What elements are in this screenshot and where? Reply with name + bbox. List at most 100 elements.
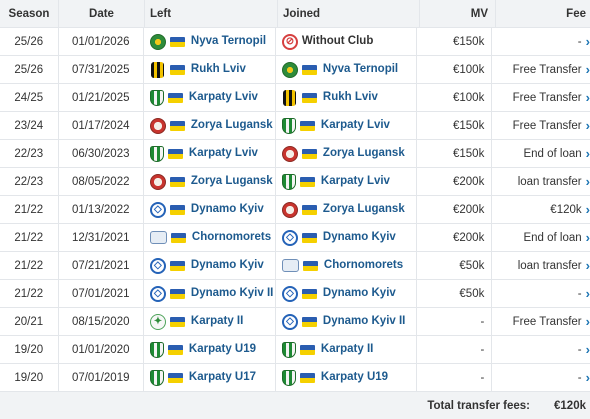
left-club-name[interactable]: Karpaty Lviv bbox=[188, 147, 258, 160]
market-value-cell: - bbox=[417, 364, 493, 391]
chevron-right-icon[interactable]: › bbox=[585, 62, 590, 77]
date-cell: 08/05/2022 bbox=[59, 168, 144, 195]
left-club-name[interactable]: Karpaty U19 bbox=[188, 343, 257, 356]
rukh-crest-icon[interactable] bbox=[282, 89, 296, 106]
row-detail-button[interactable]: › bbox=[586, 308, 590, 335]
left-club-name[interactable]: Karpaty Lviv bbox=[188, 91, 258, 104]
dynamo-crest-icon[interactable]: ◇ bbox=[149, 201, 166, 218]
joined-club-name[interactable]: Zorya Lugansk bbox=[322, 203, 405, 216]
karpaty-crest-icon[interactable] bbox=[281, 369, 296, 386]
left-club-name[interactable]: Zorya Lugansk bbox=[190, 119, 273, 132]
joined-club-name[interactable]: Zorya Lugansk bbox=[322, 147, 405, 160]
zorya-crest-icon[interactable] bbox=[149, 117, 166, 134]
nyva-crest-icon[interactable] bbox=[281, 61, 298, 78]
joined-club-name[interactable]: Karpaty U19 bbox=[320, 371, 389, 384]
chevron-right-icon[interactable]: › bbox=[585, 258, 590, 273]
karpaty-crest-icon[interactable] bbox=[281, 117, 296, 134]
karpaty-crest-icon[interactable] bbox=[149, 89, 164, 106]
karpaty-crest-icon[interactable] bbox=[149, 369, 164, 386]
karpaty-ii-crest-icon[interactable]: ✦ bbox=[149, 313, 166, 330]
header-fee: Fee bbox=[566, 7, 586, 20]
left-club-name[interactable]: Rukh Lviv bbox=[190, 63, 246, 76]
chevron-right-icon[interactable]: › bbox=[585, 146, 590, 161]
chevron-right-icon[interactable]: › bbox=[585, 118, 590, 133]
joined-club-name[interactable]: Dynamo Kyiv II bbox=[322, 315, 406, 328]
table-body: 25/26 01/01/2026 Nyva Ternopil ⊘ Without… bbox=[0, 28, 590, 392]
total-fees-value: €120k bbox=[554, 399, 586, 412]
row-detail-button[interactable]: › bbox=[586, 364, 590, 391]
chevron-right-icon[interactable]: › bbox=[585, 314, 590, 329]
left-club-cell: Chornomorets bbox=[144, 224, 276, 251]
chornomorets-crest-icon[interactable] bbox=[149, 231, 167, 244]
table-row: 22/23 08/05/2022 Zorya Lugansk Karpaty L… bbox=[0, 168, 590, 196]
date-cell: 01/13/2022 bbox=[59, 196, 144, 223]
left-club-name[interactable]: Dynamo Kyiv bbox=[190, 259, 264, 272]
karpaty-crest-icon[interactable] bbox=[149, 341, 164, 358]
table-row: 23/24 01/17/2024 Zorya Lugansk Karpaty L… bbox=[0, 112, 590, 140]
ukraine-flag-icon bbox=[301, 204, 317, 215]
row-detail-button[interactable]: › bbox=[586, 28, 590, 55]
chevron-right-icon[interactable]: › bbox=[585, 90, 590, 105]
karpaty-crest-icon[interactable] bbox=[281, 341, 296, 358]
joined-club-name[interactable]: Dynamo Kyiv bbox=[322, 231, 396, 244]
dynamo-crest-icon[interactable]: ◇ bbox=[149, 285, 166, 302]
row-detail-button[interactable]: › bbox=[586, 336, 590, 363]
ukraine-flag-icon bbox=[301, 148, 317, 159]
date-cell: 06/30/2023 bbox=[59, 140, 144, 167]
chevron-right-icon[interactable]: › bbox=[585, 286, 590, 301]
fee-cell: - bbox=[577, 343, 582, 356]
left-club-name[interactable]: Karpaty II bbox=[190, 315, 244, 328]
joined-club-name[interactable]: Karpaty Lviv bbox=[320, 175, 390, 188]
joined-club-name[interactable]: Rukh Lviv bbox=[322, 91, 378, 104]
zorya-crest-icon[interactable] bbox=[281, 201, 298, 218]
left-club-cell: Karpaty U17 bbox=[144, 364, 276, 391]
chevron-right-icon[interactable]: › bbox=[585, 230, 590, 245]
joined-club-name[interactable]: Chornomorets bbox=[323, 259, 404, 272]
without-club-icon[interactable]: ⊘ bbox=[281, 33, 298, 50]
zorya-crest-icon[interactable] bbox=[281, 145, 298, 162]
chevron-right-icon[interactable]: › bbox=[585, 370, 590, 385]
chornomorets-crest-icon[interactable] bbox=[281, 259, 299, 272]
table-row: 25/26 01/01/2026 Nyva Ternopil ⊘ Without… bbox=[0, 28, 590, 56]
left-club-name[interactable]: Karpaty U17 bbox=[188, 371, 257, 384]
dynamo-crest-icon[interactable]: ◇ bbox=[281, 285, 298, 302]
row-detail-button[interactable]: › bbox=[586, 84, 590, 111]
fee-cell: loan transfer bbox=[517, 259, 582, 272]
left-club-name[interactable]: Nyva Ternopil bbox=[190, 35, 267, 48]
ukraine-flag-icon bbox=[301, 64, 317, 75]
fee-cell: €120k bbox=[550, 203, 582, 216]
nyva-crest-icon[interactable] bbox=[149, 33, 166, 50]
chevron-right-icon[interactable]: › bbox=[585, 342, 590, 357]
row-detail-button[interactable]: › bbox=[586, 112, 590, 139]
joined-club-name[interactable]: Nyva Ternopil bbox=[322, 63, 399, 76]
dynamo-crest-icon[interactable]: ◇ bbox=[281, 229, 298, 246]
row-detail-button[interactable]: › bbox=[586, 56, 590, 83]
zorya-crest-icon[interactable] bbox=[149, 173, 166, 190]
row-detail-button[interactable]: › bbox=[586, 224, 590, 251]
row-detail-button[interactable]: › bbox=[586, 196, 590, 223]
karpaty-crest-icon[interactable] bbox=[149, 145, 164, 162]
karpaty-crest-icon[interactable] bbox=[281, 173, 296, 190]
left-club-name[interactable]: Dynamo Kyiv II bbox=[190, 287, 274, 300]
dynamo-crest-icon[interactable]: ◇ bbox=[281, 313, 298, 330]
chevron-right-icon[interactable]: › bbox=[585, 34, 590, 49]
joined-club-name[interactable]: Karpaty Lviv bbox=[320, 119, 390, 132]
season-cell: 21/22 bbox=[0, 196, 59, 223]
row-detail-button[interactable]: › bbox=[586, 280, 590, 307]
left-club-cell: Nyva Ternopil bbox=[144, 28, 276, 55]
chevron-right-icon[interactable]: › bbox=[585, 202, 590, 217]
left-club-name[interactable]: Chornomorets bbox=[191, 231, 272, 244]
row-detail-button[interactable]: › bbox=[586, 252, 590, 279]
joined-club-cell: Karpaty Lviv bbox=[276, 112, 417, 139]
rukh-crest-icon[interactable] bbox=[150, 61, 164, 78]
row-detail-button[interactable]: › bbox=[586, 140, 590, 167]
season-cell: 21/22 bbox=[0, 224, 59, 251]
row-detail-button[interactable]: › bbox=[586, 168, 590, 195]
left-club-name[interactable]: Zorya Lugansk bbox=[190, 175, 273, 188]
left-club-name[interactable]: Dynamo Kyiv bbox=[190, 203, 264, 216]
chevron-right-icon[interactable]: › bbox=[585, 174, 590, 189]
joined-club-name[interactable]: Karpaty II bbox=[320, 343, 374, 356]
joined-club-cell: Karpaty II bbox=[276, 336, 417, 363]
dynamo-crest-icon[interactable]: ◇ bbox=[149, 257, 166, 274]
joined-club-name[interactable]: Dynamo Kyiv bbox=[322, 287, 396, 300]
